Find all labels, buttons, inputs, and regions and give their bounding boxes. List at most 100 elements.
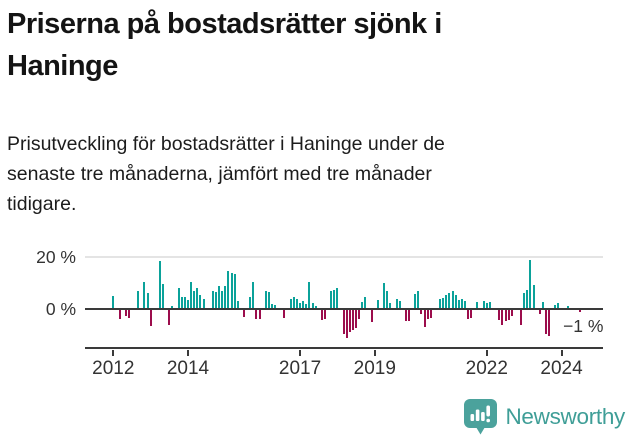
bar xyxy=(274,305,277,309)
bar xyxy=(498,309,501,320)
bar xyxy=(454,295,457,309)
newsworthy-logo[interactable]: Newsworthy xyxy=(464,399,625,435)
bar xyxy=(420,309,423,315)
bar xyxy=(158,260,161,309)
bar xyxy=(299,302,302,309)
bar xyxy=(451,291,454,309)
price-development-bar-chart: 20 % 0 % 2012 2014 2017 2019 2022 2024 −1 % xyxy=(0,240,631,395)
bar xyxy=(351,309,354,330)
bar xyxy=(292,297,295,309)
bar xyxy=(320,309,323,320)
chart-subtitle: Prisutveckling för bostadsrätter i Hanin… xyxy=(7,129,607,219)
bar xyxy=(566,306,569,309)
bar xyxy=(520,309,523,326)
gridline-20pct xyxy=(85,256,603,258)
subtitle-line-1: Prisutveckling för bostadsrätter i Hanin… xyxy=(7,133,445,155)
bar xyxy=(414,293,417,309)
bar xyxy=(464,300,467,309)
bar xyxy=(529,259,532,309)
newsworthy-speech-bubble-chart-icon xyxy=(464,399,498,435)
bar xyxy=(476,301,479,309)
bar xyxy=(504,309,507,322)
bar xyxy=(255,309,258,320)
title-line-2: Haninge xyxy=(7,50,118,82)
bar xyxy=(408,309,410,322)
x-tick-label: 2022 xyxy=(465,358,508,379)
bar xyxy=(457,300,460,309)
bar xyxy=(554,305,557,309)
bar xyxy=(289,298,292,309)
bar xyxy=(230,272,233,309)
bar xyxy=(199,294,202,309)
subtitle-line-2: senaste tre månaderna, jämfört med tre m… xyxy=(7,163,432,185)
bar xyxy=(482,300,485,309)
bar xyxy=(193,290,196,309)
bar xyxy=(538,309,541,315)
bar xyxy=(557,303,560,309)
bar xyxy=(510,309,513,316)
x-tick xyxy=(112,350,115,356)
bar xyxy=(202,298,205,309)
bar xyxy=(218,285,221,309)
bar xyxy=(507,309,510,320)
bar xyxy=(252,281,255,309)
bar xyxy=(187,299,189,309)
bar xyxy=(314,305,317,309)
bar xyxy=(541,302,544,309)
bar xyxy=(383,283,386,309)
zero-axis-line xyxy=(85,308,603,310)
bar xyxy=(398,300,401,309)
title-line-1: Priserna på bostadsrätter sjönk i xyxy=(7,8,442,40)
x-tick-label: 2017 xyxy=(278,358,322,379)
plot-area: 2012 2014 2017 2019 2022 2024 −1 % xyxy=(85,240,615,395)
subtitle-line-3: tidigare. xyxy=(7,193,77,215)
bar xyxy=(336,288,339,309)
bar xyxy=(501,309,504,326)
bar xyxy=(442,298,445,309)
bar xyxy=(532,284,535,309)
bar xyxy=(370,309,373,322)
bar xyxy=(180,297,183,309)
bar xyxy=(426,309,429,320)
bar xyxy=(467,309,470,320)
x-tick-label: 2014 xyxy=(166,358,210,379)
bar xyxy=(196,288,199,309)
bar xyxy=(544,309,547,335)
bar xyxy=(211,290,214,309)
bar xyxy=(330,290,333,309)
bar xyxy=(423,309,426,327)
bar xyxy=(579,309,582,312)
bar xyxy=(460,299,463,309)
bar xyxy=(283,309,286,319)
bar xyxy=(227,271,230,309)
bar xyxy=(302,301,305,309)
brand-name: Newsworthy xyxy=(505,404,625,429)
x-tick-label: 2012 xyxy=(92,358,135,379)
bar xyxy=(177,288,180,309)
bar xyxy=(488,301,491,309)
bar xyxy=(364,297,367,309)
bar xyxy=(308,281,311,309)
bar xyxy=(333,290,336,309)
bar xyxy=(118,309,121,320)
bar xyxy=(221,290,224,309)
bar xyxy=(295,298,298,309)
x-axis-line xyxy=(85,347,603,349)
bar xyxy=(345,309,348,338)
bar xyxy=(124,309,127,316)
bar xyxy=(526,289,529,309)
y-axis-label-0: 0 % xyxy=(45,299,76,319)
bar xyxy=(112,296,115,309)
bar xyxy=(389,303,392,309)
bar xyxy=(348,309,351,333)
y-axis-label-20: 20 % xyxy=(36,247,76,267)
bar xyxy=(445,295,448,309)
x-tick xyxy=(560,350,563,356)
bar xyxy=(183,297,186,309)
bar xyxy=(361,301,364,309)
x-tick xyxy=(485,350,488,356)
bar xyxy=(404,309,407,322)
bar xyxy=(233,273,236,309)
x-tick xyxy=(187,350,189,356)
bar xyxy=(305,303,308,309)
